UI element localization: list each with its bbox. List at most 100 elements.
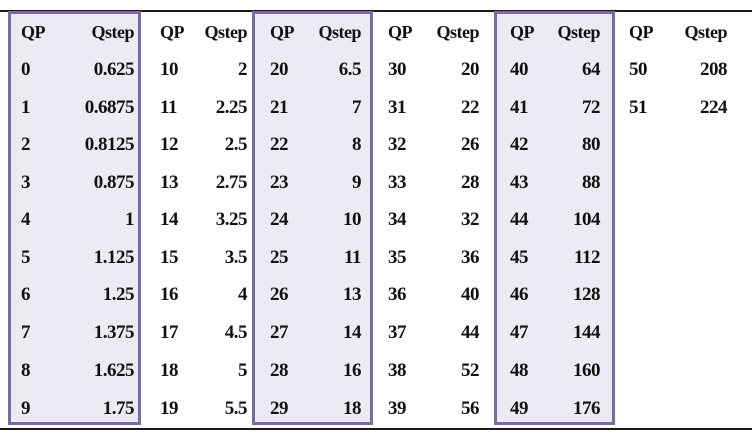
table-bottom-rule — [0, 428, 752, 430]
cell-qstep: 1.375 — [93, 322, 135, 343]
header-qp: QP — [388, 22, 413, 42]
cell-qp: 6 — [21, 284, 31, 305]
cell-qstep: 88 — [582, 172, 601, 193]
cell-qp: 32 — [388, 134, 407, 155]
cell-qp: 49 — [510, 398, 529, 419]
cell-qstep: 80 — [582, 134, 601, 155]
cell-qstep: 1.625 — [93, 360, 135, 381]
cell-qstep: 13 — [343, 284, 362, 305]
cell-qstep: 128 — [573, 284, 601, 305]
cell-qstep: 1 — [125, 209, 135, 230]
cell-qstep: 26 — [461, 134, 480, 155]
cell-qp: 45 — [510, 247, 529, 268]
cell-qp: 22 — [270, 134, 289, 155]
column-group-1: QP Qstep 0 0.625 1 0.6875 2 0.8125 3 0.875 4 1 5 1.12… — [8, 11, 141, 425]
cell-qstep: 144 — [573, 322, 601, 343]
cell-qstep: 112 — [574, 247, 600, 268]
cell-qp: 9 — [21, 398, 31, 419]
cell-qp: 2 — [21, 134, 31, 155]
cell-qstep: 52 — [461, 360, 480, 381]
cell-qstep: 160 — [573, 360, 601, 381]
cell-qstep: 4 — [238, 284, 248, 305]
cell-qp: 7 — [21, 322, 31, 343]
cell-qstep: 36 — [461, 247, 480, 268]
cell-qp: 3 — [21, 172, 31, 193]
cell-qp: 5 — [21, 247, 31, 268]
cell-qstep: 11 — [344, 247, 361, 268]
header-qp: QP — [629, 22, 654, 42]
cell-qp: 17 — [160, 322, 179, 343]
cell-qstep: 1.25 — [102, 284, 135, 305]
cell-qstep: 208 — [700, 59, 728, 80]
cell-qp: 14 — [160, 209, 179, 230]
header-qp: QP — [160, 22, 185, 42]
cell-qstep: 22 — [461, 97, 480, 118]
cell-qp: 27 — [270, 322, 289, 343]
cell-qstep: 104 — [573, 209, 601, 230]
cell-qp: 29 — [270, 398, 289, 419]
cell-qstep: 3.25 — [215, 209, 248, 230]
cell-qstep: 2.75 — [215, 172, 248, 193]
cell-qp: 1 — [21, 97, 31, 118]
cell-qp: 8 — [21, 360, 31, 381]
cell-qp: 10 — [160, 59, 179, 80]
cell-qp: 15 — [160, 247, 179, 268]
cell-qp: 13 — [160, 172, 179, 193]
cell-qstep: 7 — [352, 97, 362, 118]
cell-qp: 40 — [510, 59, 529, 80]
cell-qp: 20 — [270, 59, 289, 80]
cell-qstep: 176 — [573, 398, 601, 419]
cell-qp: 51 — [629, 97, 648, 118]
cell-qstep: 3.5 — [224, 247, 248, 268]
cell-qstep: 0.625 — [93, 59, 135, 80]
cell-qstep: 14 — [343, 322, 362, 343]
header-qp: QP — [510, 22, 535, 42]
column-group-2: QP Qstep 10 2 11 2.25 12 2.5 13 2.75 14 3.25 15 3.5 16… — [141, 11, 252, 425]
cell-qstep: 20 — [461, 59, 480, 80]
cell-qstep: 2 — [238, 59, 248, 80]
cell-qstep: 2.5 — [224, 134, 248, 155]
cell-qstep: 64 — [582, 59, 601, 80]
column-group-5: QP Qstep 40 64 41 72 42 80 43 88 44 104 45 112 46 128 47… — [494, 11, 615, 425]
cell-qp: 4 — [21, 209, 31, 230]
cell-qp: 0 — [21, 59, 31, 80]
cell-qstep: 18 — [343, 398, 362, 419]
cell-qp: 46 — [510, 284, 529, 305]
header-qstep: Qstep — [91, 22, 135, 42]
column-group-6: QP Qstep 50 208 51 224 — [615, 11, 752, 425]
cell-qstep: 1.125 — [93, 247, 135, 268]
header-qstep: Qstep — [436, 22, 480, 42]
header-qstep: Qstep — [318, 22, 362, 42]
cell-qp: 25 — [270, 247, 289, 268]
cell-qp: 44 — [510, 209, 529, 230]
cell-qp: 35 — [388, 247, 407, 268]
cell-qstep: 5 — [238, 360, 248, 381]
cell-qp: 18 — [160, 360, 179, 381]
cell-qstep: 28 — [461, 172, 480, 193]
cell-qstep: 5.5 — [224, 398, 248, 419]
cell-qp: 36 — [388, 284, 407, 305]
cell-qp: 26 — [270, 284, 289, 305]
cell-qstep: 2.25 — [215, 97, 248, 118]
cell-qp: 34 — [388, 209, 407, 230]
cell-qp: 12 — [160, 134, 179, 155]
header-qp: QP — [21, 22, 46, 42]
cell-qstep: 1.75 — [102, 398, 135, 419]
cell-qp: 28 — [270, 360, 289, 381]
header-qstep: Qstep — [204, 22, 248, 42]
cell-qstep: 32 — [461, 209, 480, 230]
cell-qp: 30 — [388, 59, 407, 80]
cell-qp: 47 — [510, 322, 529, 343]
cell-qp: 42 — [510, 134, 529, 155]
cell-qp: 41 — [510, 97, 529, 118]
table-top-rule — [0, 10, 752, 12]
header-qstep: Qstep — [684, 22, 728, 42]
cell-qstep: 44 — [461, 322, 480, 343]
cell-qstep: 6.5 — [338, 59, 362, 80]
cell-qstep: 4.5 — [224, 322, 248, 343]
cell-qp: 11 — [160, 97, 177, 118]
cell-qp: 33 — [388, 172, 407, 193]
header-qstep: Qstep — [557, 22, 601, 42]
cell-qp: 31 — [388, 97, 407, 118]
